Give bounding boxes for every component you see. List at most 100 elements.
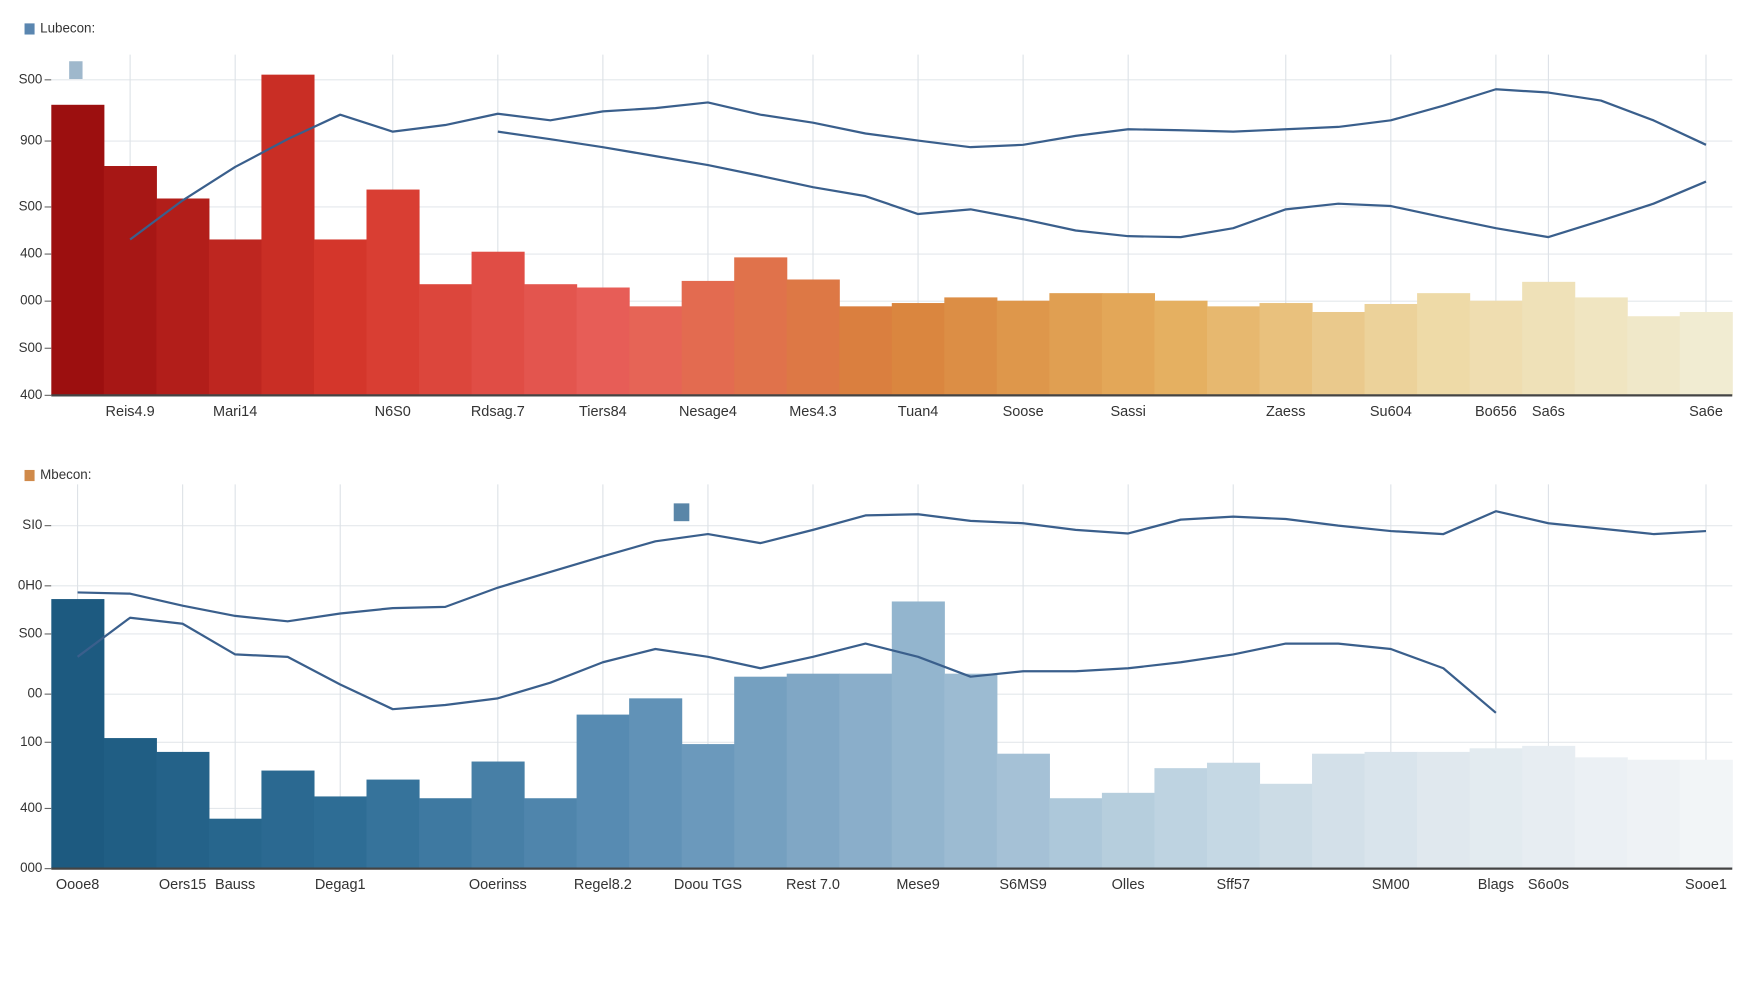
bar — [208, 239, 262, 396]
x-tick-label: Tuan4 — [898, 404, 939, 420]
y-tick-label: 00 — [27, 686, 42, 701]
bar — [576, 714, 630, 869]
y-tick-label: S00 — [19, 340, 43, 355]
bar — [156, 751, 210, 869]
bar — [103, 738, 157, 869]
legend-marker — [69, 61, 83, 80]
bar — [1679, 311, 1733, 396]
bar — [891, 601, 945, 869]
legend-label: Mbecon: — [40, 467, 91, 482]
y-tick-label: S00 — [19, 71, 43, 86]
bar — [681, 280, 735, 396]
x-tick-label: Oers15 — [159, 877, 206, 893]
bar — [1364, 751, 1418, 869]
bar — [996, 753, 1050, 869]
y-tick-label: 900 — [20, 133, 42, 148]
bar — [471, 761, 525, 869]
legend-marker — [673, 503, 690, 522]
legend-swatch — [24, 23, 35, 35]
bar — [576, 287, 630, 396]
y-tick-label: 400 — [20, 800, 42, 815]
bar — [1101, 293, 1155, 396]
bar — [734, 257, 788, 396]
bar — [1627, 316, 1681, 396]
bar — [1522, 745, 1576, 869]
x-tick-label: S6MS9 — [999, 877, 1046, 893]
x-tick-label: Rdsag.7 — [471, 404, 525, 420]
bar — [734, 676, 788, 869]
x-tick-label: Soose — [1003, 404, 1044, 420]
bar — [51, 599, 105, 869]
bar — [261, 74, 315, 396]
x-tick-label: Oooe8 — [56, 877, 99, 893]
bar — [1627, 759, 1681, 869]
line-series — [129, 88, 1707, 241]
x-tick-label: Mese9 — [896, 877, 939, 893]
x-tick-label: Blags — [1478, 877, 1514, 893]
bar — [1312, 753, 1366, 869]
bar — [419, 798, 473, 869]
bar — [524, 284, 578, 396]
y-tick-label: S00 — [19, 199, 43, 214]
bar — [313, 239, 368, 396]
x-tick-label: Sa6s — [1532, 404, 1565, 420]
bar — [1417, 751, 1471, 869]
bar — [629, 306, 683, 396]
bar — [1469, 748, 1523, 869]
bar — [681, 744, 735, 869]
x-tick-label: Zaess — [1266, 404, 1305, 420]
x-tick-label: Sassi — [1110, 404, 1145, 420]
bar — [1206, 762, 1261, 869]
y-tick-label: SI0 — [22, 517, 42, 532]
y-tick-label: 000 — [20, 860, 42, 875]
bar — [891, 303, 945, 396]
bar — [103, 166, 157, 396]
x-tick-label: SM00 — [1372, 877, 1410, 893]
bar — [366, 779, 420, 869]
x-tick-label: Doou TGS — [674, 877, 742, 893]
line-series — [497, 130, 1707, 239]
bar — [1574, 297, 1628, 396]
bar — [1154, 768, 1208, 869]
y-tick-label: 0H0 — [18, 577, 43, 592]
bar — [313, 796, 368, 869]
bar — [944, 297, 998, 396]
x-tick-label: S6o0s — [1528, 877, 1569, 893]
x-tick-label: Reis4.9 — [106, 404, 155, 420]
bar — [1259, 783, 1313, 869]
bar — [261, 770, 315, 869]
x-tick-label: Bauss — [215, 877, 255, 893]
x-tick-label: Regel8.2 — [574, 877, 632, 893]
bar — [1574, 757, 1628, 869]
bar — [1206, 306, 1261, 396]
y-tick-label: 000 — [20, 293, 42, 308]
x-tick-label: Rest 7.0 — [786, 877, 840, 893]
bar — [1259, 303, 1313, 396]
bar — [996, 300, 1050, 396]
legend-swatch — [24, 469, 35, 482]
bar — [1312, 311, 1366, 396]
x-tick-label: Su604 — [1370, 404, 1412, 420]
x-tick-label: Nesage4 — [679, 404, 737, 420]
y-tick-label: 100 — [20, 734, 42, 749]
x-tick-label: Sooe1 — [1685, 877, 1727, 893]
bar — [1364, 303, 1418, 396]
x-tick-label: Ooerinss — [469, 877, 527, 893]
y-tick-label: S00 — [19, 626, 43, 641]
bar — [1417, 293, 1471, 396]
bar — [1049, 798, 1103, 869]
x-tick-label: Degag1 — [315, 877, 366, 893]
y-tick-label: 400 — [20, 387, 42, 402]
x-tick-label: Sa6e — [1689, 404, 1723, 420]
x-tick-label: N6S0 — [375, 404, 411, 420]
y-tick-label: 400 — [20, 246, 42, 261]
bar — [1522, 281, 1576, 396]
legend-label: Lubecon: — [40, 20, 95, 35]
line-series — [77, 510, 1707, 623]
bar — [786, 279, 840, 396]
bar — [839, 306, 893, 396]
bar — [156, 198, 210, 396]
bar — [471, 251, 525, 396]
x-tick-label: Bo656 — [1475, 404, 1517, 420]
